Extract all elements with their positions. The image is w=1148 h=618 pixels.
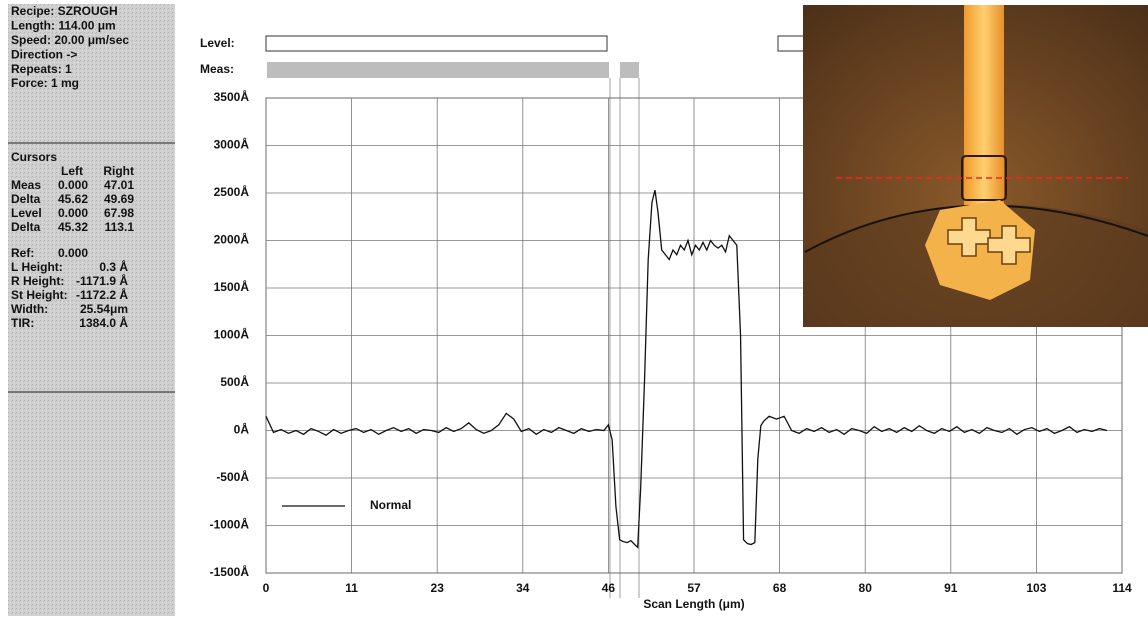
level-bar	[265, 35, 608, 52]
cursor-right: 113.1	[105, 220, 135, 234]
x-tick-label: 34	[516, 581, 530, 595]
plot: Level: Meas: -1500Å -1000Å -500Å 0Å 500Å 1000Å 1…	[200, 35, 1132, 611]
y-tick-label: -1500Å	[210, 564, 250, 579]
x-tick-label: 11	[345, 581, 358, 595]
setup-line: Repeats: 1	[11, 62, 72, 76]
cursor-right: 49.69	[104, 192, 134, 206]
x-tick-label: 57	[687, 581, 701, 595]
result-value: 1384.0 Å	[79, 315, 128, 330]
y-tick-label: 0Å	[234, 422, 250, 437]
meas-label: Meas:	[200, 62, 234, 76]
camera-photo	[803, 5, 1148, 327]
y-tick-label: 500Å	[220, 374, 249, 389]
result-value: -1172.2 Å	[76, 287, 128, 302]
cursors-header: Left	[61, 164, 83, 178]
x-tick-label: 46	[602, 581, 616, 595]
setup-line: Recipe: SZROUGH	[11, 4, 118, 18]
cursor-right: 47.01	[104, 178, 134, 192]
setup-line: Speed: 20.00 μm/sec	[11, 33, 129, 47]
legend-label: Normal	[370, 498, 411, 512]
x-tick-label: 23	[431, 581, 445, 595]
level-label: Level:	[200, 36, 235, 50]
cursors-title: Cursors	[11, 150, 57, 164]
x-tick-label: 114	[1112, 581, 1132, 595]
result-label: R Height:	[11, 274, 64, 288]
y-tick-label: 1500Å	[214, 279, 250, 294]
cursor-label: Level	[11, 206, 42, 220]
y-tick-label: 2500Å	[214, 184, 250, 199]
cursor-label: Meas	[11, 178, 41, 192]
x-tick-label: 68	[773, 581, 787, 595]
meas-bar	[267, 62, 609, 78]
result-label: Ref:	[11, 246, 34, 260]
result-label: St Height:	[11, 288, 68, 302]
x-axis-label: Scan Length (μm)	[643, 597, 744, 611]
result-label: L Height:	[11, 260, 63, 274]
cursor-label: Delta	[11, 192, 41, 206]
result-value: -1171.9 Å	[76, 273, 128, 288]
x-tick-label: 103	[1026, 581, 1046, 595]
x-tick-label: 91	[944, 581, 958, 595]
x-tick-label: 0	[263, 581, 270, 595]
y-tick-label: 2000Å	[214, 232, 250, 247]
cursor-label: Delta	[11, 220, 41, 234]
meas-bar	[620, 62, 639, 78]
cursor-left: 0.000	[58, 178, 88, 192]
cursors-header: Right	[103, 164, 134, 178]
cursor-right: 67.98	[104, 206, 134, 220]
y-tick-label: 1000Å	[214, 327, 250, 342]
cursor-left: 45.62	[58, 192, 88, 206]
result-label: TIR:	[11, 316, 34, 330]
cursor-left: 0.000	[58, 206, 88, 220]
result-value: 0.3 Å	[99, 259, 128, 274]
result-label: Width:	[11, 302, 48, 316]
y-tick-label: -1000Å	[210, 517, 250, 532]
y-tick-label: 3500Å	[214, 89, 250, 104]
x-tick-label: 80	[859, 581, 873, 595]
y-tick-label: -500Å	[216, 469, 249, 484]
result-value: 0.000	[58, 246, 88, 260]
result-value: 25.54μm	[80, 302, 128, 316]
setup-line: Force: 1 mg	[11, 76, 79, 90]
y-tick-label: 3000Å	[214, 137, 250, 152]
profile-line	[265, 189, 1108, 549]
cursor-left: 45.32	[58, 220, 88, 234]
side-panel	[8, 4, 175, 616]
setup-line: Length: 114.00 μm	[11, 19, 116, 33]
setup-line: Direction ->	[11, 47, 77, 61]
